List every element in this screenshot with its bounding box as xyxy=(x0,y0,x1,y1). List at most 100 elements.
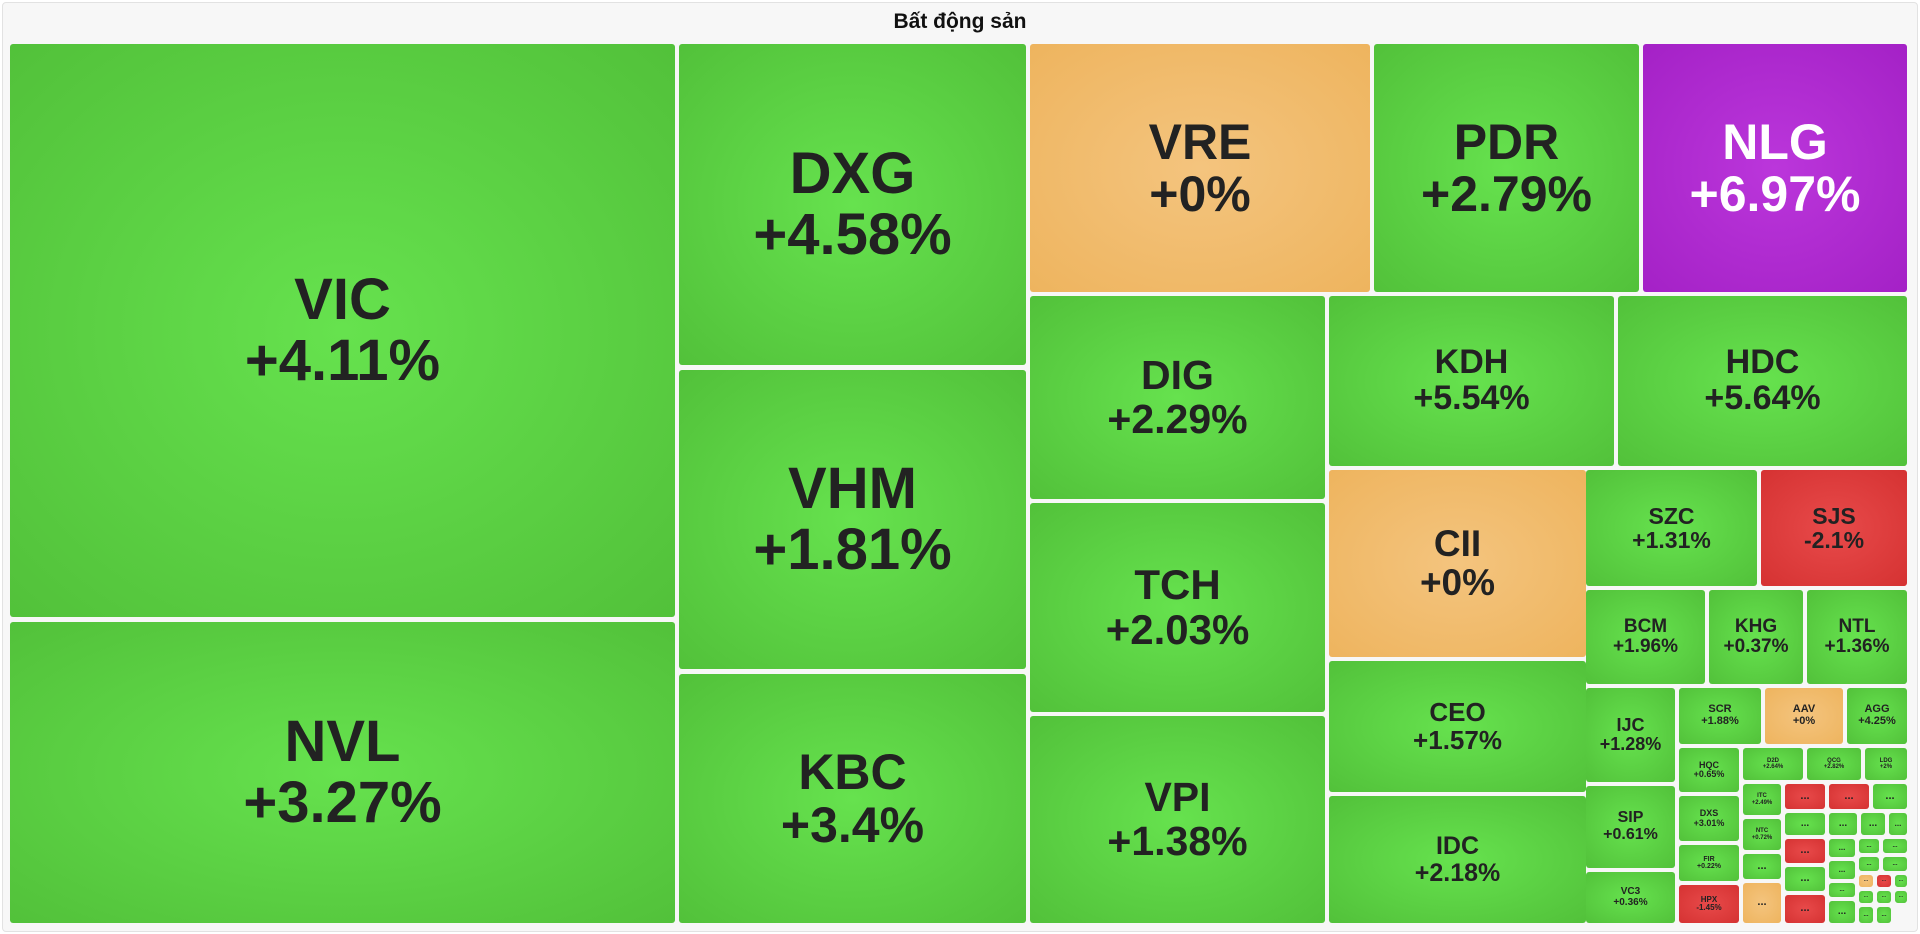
tile-aav[interactable]: AAV +0% xyxy=(1765,688,1843,744)
tile-ticker: SJS xyxy=(1812,502,1856,529)
tile-hpx[interactable]: HPX -1.45% xyxy=(1679,885,1739,923)
tile-agg[interactable]: AGG +4.25% xyxy=(1847,688,1907,744)
tile-ticker: IJC xyxy=(1616,715,1645,736)
tile-ntl[interactable]: NTL +1.36% xyxy=(1807,590,1907,684)
tile-small[interactable]: ... xyxy=(1859,907,1873,923)
tile-small[interactable]: ... xyxy=(1889,813,1907,835)
tile-label: ... xyxy=(1899,894,1903,900)
tile-sip[interactable]: SIP +0.61% xyxy=(1586,786,1675,868)
tile-label: ... xyxy=(1757,897,1766,909)
tile-small[interactable]: ... xyxy=(1829,784,1869,809)
tile-small[interactable]: ... xyxy=(1829,813,1857,835)
tile-idc[interactable]: IDC +2.18% xyxy=(1329,796,1586,923)
tile-small[interactable]: ... xyxy=(1877,875,1891,887)
tile-ticker: CEO xyxy=(1429,697,1486,728)
tile-label: TCH +2.03% xyxy=(1106,563,1250,651)
tile-cii[interactable]: CII +0% xyxy=(1329,470,1586,657)
tile-ellipsis: ... xyxy=(1881,911,1887,918)
tile-tch[interactable]: TCH +2.03% xyxy=(1030,503,1325,712)
tile-small[interactable]: ... xyxy=(1829,839,1855,857)
tile-label: NVL +3.27% xyxy=(243,711,441,834)
tile-ellipsis: ... xyxy=(1894,818,1902,828)
tile-small[interactable]: ... xyxy=(1873,784,1907,809)
tile-dxs[interactable]: DXS +3.01% xyxy=(1679,796,1739,841)
tile-label: HPX -1.45% xyxy=(1696,895,1722,913)
tile-scr[interactable]: SCR +1.88% xyxy=(1679,688,1761,744)
tile-ellipsis: ... xyxy=(1892,860,1898,867)
tile-small[interactable]: ... xyxy=(1859,839,1879,853)
tile-pdr[interactable]: PDR +2.79% xyxy=(1374,44,1639,292)
tile-small[interactable]: ... xyxy=(1785,867,1825,891)
tile-dxg[interactable]: DXG +4.58% xyxy=(679,44,1026,365)
tile-fir[interactable]: FIR +0.22% xyxy=(1679,845,1739,881)
tile-ticker: VRE xyxy=(1148,113,1252,170)
tile-small[interactable]: ... xyxy=(1785,813,1825,835)
tile-hdc[interactable]: HDC +5.64% xyxy=(1618,296,1907,466)
tile-small[interactable]: ... xyxy=(1859,875,1873,887)
tile-change: +0.72% xyxy=(1751,834,1773,841)
tile-vpi[interactable]: VPI +1.38% xyxy=(1030,716,1325,923)
tile-small[interactable]: ... xyxy=(1861,813,1885,835)
tile-sjs[interactable]: SJS -2.1% xyxy=(1761,470,1907,586)
tile-nlg[interactable]: NLG +6.97% xyxy=(1643,44,1907,292)
tile-ticker: CII xyxy=(1433,522,1482,564)
tile-label: KDH +5.54% xyxy=(1413,345,1529,416)
tile-change: -1.45% xyxy=(1696,903,1722,912)
tile-vic[interactable]: VIC +4.11% xyxy=(10,44,675,617)
tile-small[interactable]: ... xyxy=(1883,839,1907,853)
tile-small[interactable]: ... xyxy=(1859,857,1879,871)
tile-label: ... xyxy=(1894,818,1902,828)
tile-ijc[interactable]: IJC +1.28% xyxy=(1586,688,1675,782)
tile-small[interactable]: ... xyxy=(1743,854,1781,879)
tile-small[interactable]: ... xyxy=(1883,857,1907,871)
tile-ticker: FIR xyxy=(1703,855,1715,863)
tile-label: ... xyxy=(1800,903,1809,915)
tile-small[interactable]: ... xyxy=(1785,784,1825,809)
tile-label: ... xyxy=(1864,894,1868,900)
tile-ticker: D2D xyxy=(1766,757,1779,764)
tile-change: +1.31% xyxy=(1632,527,1711,553)
tile-ellipsis: ... xyxy=(1800,789,1810,802)
tile-kdh[interactable]: KDH +5.54% xyxy=(1329,296,1614,466)
tile-nvl[interactable]: NVL +3.27% xyxy=(10,622,675,923)
tile-change: +0.22% xyxy=(1697,863,1721,870)
tile-ticker: VC3 xyxy=(1620,886,1641,897)
tile-itc[interactable]: ITC +2.49% xyxy=(1743,784,1781,815)
tile-small[interactable]: ... xyxy=(1859,891,1873,903)
tile-khg[interactable]: KHG +0.37% xyxy=(1709,590,1803,684)
tile-vhm[interactable]: VHM +1.81% xyxy=(679,370,1026,669)
tile-small[interactable]: ... xyxy=(1877,891,1891,903)
tile-hqc[interactable]: HQC +0.65% xyxy=(1679,748,1739,792)
tile-small[interactable]: ... xyxy=(1743,883,1781,923)
tile-ntc[interactable]: NTC +0.72% xyxy=(1743,819,1781,850)
tile-ellipsis: ... xyxy=(1898,877,1904,884)
tile-ticker: LDG xyxy=(1879,757,1893,764)
tile-small[interactable]: ... xyxy=(1829,861,1855,879)
tile-kbc[interactable]: KBC +3.4% xyxy=(679,674,1026,923)
tile-d2d[interactable]: D2D +2.64% xyxy=(1743,748,1803,780)
tile-small[interactable]: ... xyxy=(1877,907,1891,923)
tile-small[interactable]: ... xyxy=(1785,895,1825,923)
tile-bcm[interactable]: BCM +1.96% xyxy=(1586,590,1705,684)
tile-dig[interactable]: DIG +2.29% xyxy=(1030,296,1325,499)
tile-ellipsis: ... xyxy=(1844,789,1854,802)
tile-szc[interactable]: SZC +1.31% xyxy=(1586,470,1757,586)
tile-label: VC3 +0.36% xyxy=(1613,886,1647,908)
tile-label: ... xyxy=(1839,865,1846,874)
tile-small[interactable]: ... xyxy=(1829,883,1855,897)
tile-ceo[interactable]: CEO +1.57% xyxy=(1329,661,1586,792)
tile-qcg[interactable]: QCG +2.82% xyxy=(1807,748,1861,780)
tile-ellipsis: ... xyxy=(1866,842,1872,849)
tile-label: HDC +5.64% xyxy=(1704,345,1820,416)
tile-vc3[interactable]: VC3 +0.36% xyxy=(1586,872,1675,923)
tile-label: ... xyxy=(1882,894,1886,900)
tile-ldg[interactable]: LDG +2% xyxy=(1865,748,1907,780)
tile-change: +0.65% xyxy=(1693,769,1725,779)
tile-small[interactable]: ... xyxy=(1785,839,1825,863)
tile-small[interactable]: ... xyxy=(1829,901,1855,923)
tile-small[interactable]: ... xyxy=(1895,875,1907,887)
tile-vre[interactable]: VRE +0% xyxy=(1030,44,1370,292)
tile-label: KBC +3.4% xyxy=(781,746,924,851)
tile-change: +2.64% xyxy=(1762,764,1784,770)
tile-small[interactable]: ... xyxy=(1895,891,1907,903)
